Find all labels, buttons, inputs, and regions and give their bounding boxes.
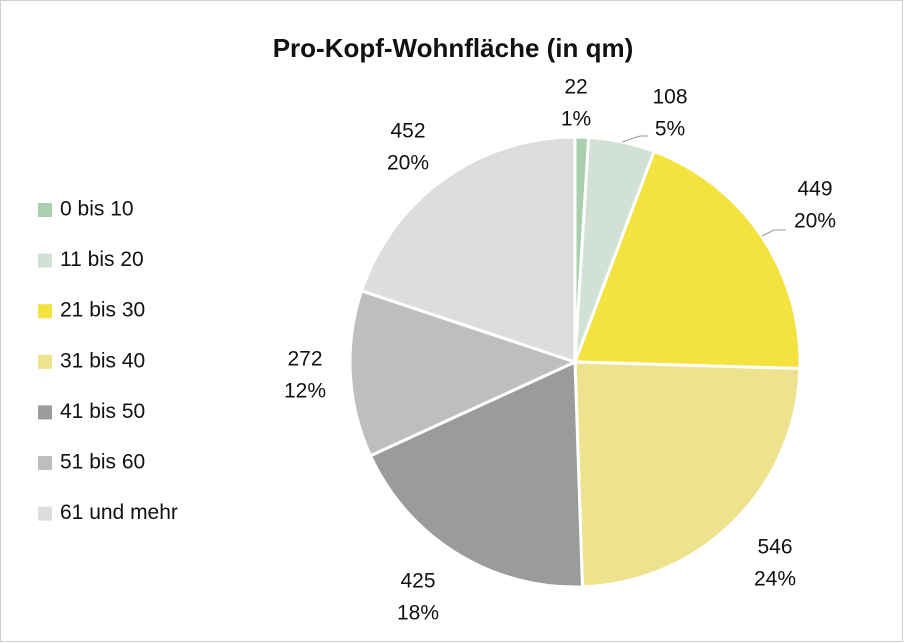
percent-label: 1% bbox=[561, 108, 591, 131]
chart-title: Pro-Kopf-Wohnfläche (in qm) bbox=[273, 33, 634, 63]
pie-slice bbox=[348, 288, 580, 458]
legend-label: 51 bis 60 bbox=[60, 451, 145, 474]
data-label: 272 bbox=[287, 348, 322, 371]
legend-swatch bbox=[38, 506, 52, 521]
legend-label: 0 bis 10 bbox=[60, 198, 134, 221]
legend-swatch bbox=[38, 456, 52, 470]
percent-label: 20% bbox=[387, 152, 429, 175]
legend-swatch bbox=[38, 354, 52, 369]
data-label: 449 bbox=[797, 178, 832, 201]
pie-slice bbox=[359, 135, 577, 365]
percent-label: 18% bbox=[397, 602, 439, 625]
legend-label: 11 bis 20 bbox=[60, 248, 144, 271]
legend-swatch bbox=[38, 405, 52, 420]
percent-label: 12% bbox=[284, 380, 326, 403]
legend-swatch bbox=[38, 203, 52, 217]
legend-label: 61 und mehr bbox=[60, 501, 178, 524]
leader-line bbox=[621, 135, 648, 143]
leader-line bbox=[761, 229, 786, 237]
percent-label: 20% bbox=[794, 210, 836, 233]
data-label: 22 bbox=[564, 76, 587, 99]
pie-slice bbox=[368, 359, 585, 589]
legend-label: 21 bis 30 bbox=[60, 299, 145, 322]
pie-slice bbox=[572, 149, 802, 371]
legend-label: 41 bis 50 bbox=[60, 400, 145, 423]
data-label: 425 bbox=[400, 570, 435, 593]
data-label: 108 bbox=[652, 86, 687, 109]
legend-swatch bbox=[38, 253, 52, 268]
legend-label: 31 bis 40 bbox=[60, 349, 145, 372]
percent-label: 24% bbox=[754, 568, 796, 591]
data-label: 452 bbox=[390, 120, 425, 143]
percent-label: 5% bbox=[655, 118, 685, 141]
pie-slice bbox=[573, 360, 802, 589]
data-label: 546 bbox=[757, 536, 792, 559]
legend-swatch bbox=[38, 304, 52, 319]
